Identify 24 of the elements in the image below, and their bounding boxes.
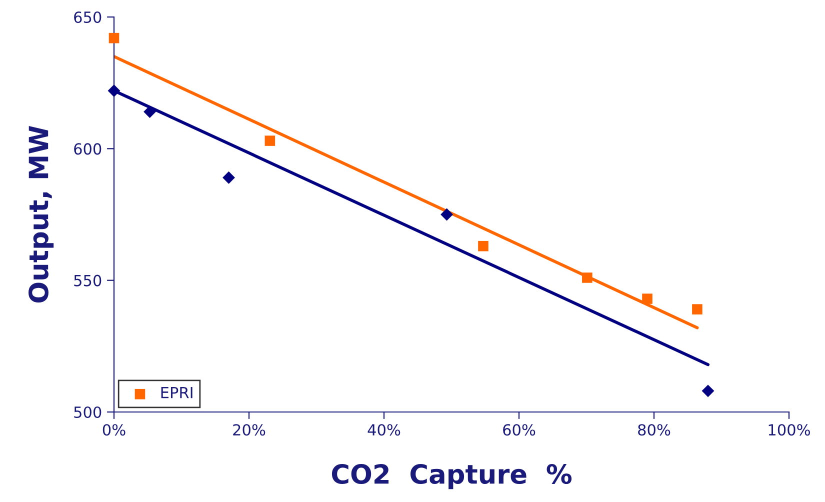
legend-label: EPRI	[161, 386, 192, 398]
x-tick-label: 40%	[368, 424, 400, 436]
point	[264, 136, 276, 146]
y-tick-label: 650	[74, 11, 102, 24]
point	[582, 272, 592, 283]
y-tick-label: 600	[74, 143, 102, 155]
y-tick-label: 500	[74, 406, 102, 418]
point	[144, 106, 156, 118]
point	[222, 171, 235, 184]
x-tick-label: 100%	[768, 424, 810, 436]
point	[108, 32, 120, 44]
point	[108, 84, 120, 97]
x-tick-label: 60%	[503, 424, 536, 436]
point	[702, 384, 714, 398]
point	[692, 304, 702, 314]
y-axis-title: Output, MW	[28, 126, 54, 303]
point	[478, 240, 488, 252]
point	[642, 294, 652, 304]
x-axis-title: CO2 Capture %	[332, 464, 572, 490]
x-tick-label: 0%	[102, 424, 126, 436]
x-tick-label: 20%	[233, 424, 266, 436]
point	[440, 208, 453, 221]
y-tick-label: 550	[74, 274, 102, 286]
x-tick-label: 80%	[638, 424, 670, 436]
